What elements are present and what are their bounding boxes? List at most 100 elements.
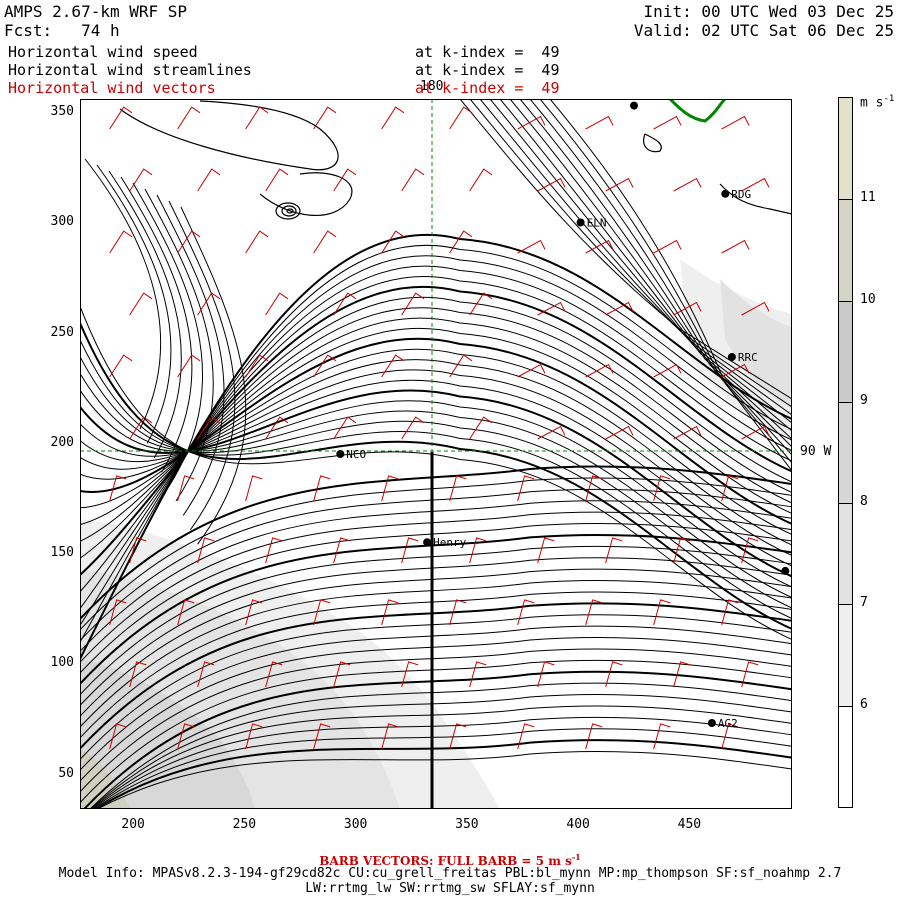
layer-speed-label: Horizontal wind speed xyxy=(8,43,198,61)
wind-barb xyxy=(109,723,127,750)
streamline xyxy=(80,568,792,717)
wind-barb xyxy=(265,661,283,688)
wind-barb xyxy=(197,292,221,316)
wind-barb xyxy=(721,599,739,626)
layer-streamlines-label: Horizontal wind streamlines xyxy=(8,61,252,79)
wind-barb xyxy=(469,416,493,440)
station-marker xyxy=(630,101,638,110)
streamline xyxy=(80,533,792,685)
streamline xyxy=(80,557,792,706)
wind-barb xyxy=(673,661,691,688)
wind-barb xyxy=(245,354,269,378)
wind-barb xyxy=(333,292,357,316)
wind-barb xyxy=(129,537,147,564)
streamline xyxy=(82,670,792,809)
model-info-physics: LW:rrtmg_lw SW:rrtmg_sw SFLAY:sf_mynn xyxy=(305,881,595,896)
terrain-features xyxy=(119,100,792,220)
wind-barb xyxy=(381,599,399,626)
forecast-hour: Fcst: 74 h xyxy=(4,21,120,40)
station-label: AG2 xyxy=(718,717,738,730)
station-marker xyxy=(576,218,585,227)
wind-barb xyxy=(265,537,283,564)
wind-barb xyxy=(177,475,195,502)
wind-barb xyxy=(109,475,127,502)
wind-map-plot: RDG ELN RRC NCO Henry AG2 xyxy=(80,99,792,809)
station-label: RDG xyxy=(731,188,751,201)
wind-barb xyxy=(109,230,133,254)
streamline xyxy=(80,614,792,760)
wind-barb xyxy=(721,475,739,502)
wind-barb xyxy=(673,537,691,564)
wind-barb xyxy=(449,354,473,378)
streamline xyxy=(80,648,792,793)
streamline xyxy=(549,99,792,472)
wind-barb xyxy=(653,115,682,130)
streamline xyxy=(92,716,792,809)
streamline xyxy=(80,637,792,782)
streamline xyxy=(80,337,792,525)
streamline xyxy=(80,379,792,567)
wind-barb xyxy=(109,599,127,626)
streamline xyxy=(80,255,792,626)
station-marker xyxy=(721,189,730,198)
colorbar-segment xyxy=(839,300,852,403)
wind-barb xyxy=(265,292,289,316)
wind-barb xyxy=(129,292,153,316)
colorbar-tick-label: 7 xyxy=(860,595,868,611)
streamline xyxy=(84,158,162,430)
wind-barb xyxy=(741,661,759,688)
wind-barb xyxy=(381,106,405,130)
streamline xyxy=(80,523,792,674)
layer-speed-level: at k-index = 49 xyxy=(415,43,560,61)
streamline xyxy=(80,233,792,660)
x-tick-label: 350 xyxy=(455,817,479,832)
y-tick-label: 200 xyxy=(50,434,74,450)
station-label: ELN xyxy=(587,217,607,230)
streamline xyxy=(96,164,172,444)
streamlines xyxy=(80,99,792,809)
wind-barb xyxy=(313,106,337,130)
wind-barb xyxy=(333,416,357,440)
streamline xyxy=(80,500,792,652)
streamline xyxy=(80,591,792,739)
wind-barb xyxy=(585,363,614,378)
wind-barb xyxy=(177,354,201,378)
wind-barb xyxy=(653,723,671,750)
wind-barb xyxy=(197,416,221,440)
wind-barb xyxy=(401,416,425,440)
wind-barb xyxy=(673,425,702,440)
colorbar-segment xyxy=(839,401,852,505)
streamline xyxy=(80,348,792,535)
layer-vectors-label: Horizontal wind vectors xyxy=(8,79,216,97)
wind-barb xyxy=(333,168,357,192)
wind-barb xyxy=(741,425,770,440)
wind-barb xyxy=(585,115,614,130)
streamline xyxy=(499,99,792,432)
wind-barb xyxy=(653,599,671,626)
wind-barb xyxy=(381,354,405,378)
wind-barb xyxy=(449,723,467,750)
streamline xyxy=(120,176,193,473)
wind-barb xyxy=(673,177,702,192)
station-marker xyxy=(781,566,790,575)
wind-barb xyxy=(605,425,634,440)
wind-barb xyxy=(381,230,405,254)
wind-barb xyxy=(721,363,750,378)
wind-barb xyxy=(245,599,263,626)
wind-barb xyxy=(265,416,289,440)
colorbar-tick-label: 8 xyxy=(860,494,868,510)
station-marker xyxy=(727,353,736,361)
wind-barb xyxy=(313,723,331,750)
streamline xyxy=(144,188,214,502)
wind-barb xyxy=(401,168,425,192)
x-tick-label: 450 xyxy=(677,817,702,832)
wind-barb xyxy=(313,475,331,502)
wind-barb xyxy=(585,475,603,502)
wind-barb xyxy=(469,292,493,316)
model-title: AMPS 2.67-km WRF SP xyxy=(4,2,188,21)
streamline xyxy=(80,296,792,559)
x-tick-label: 400 xyxy=(566,817,590,832)
init-time: Init: 00 UTC Wed 03 Dec 25 xyxy=(643,2,894,21)
wind-barb xyxy=(537,425,566,440)
streamline xyxy=(91,705,792,809)
